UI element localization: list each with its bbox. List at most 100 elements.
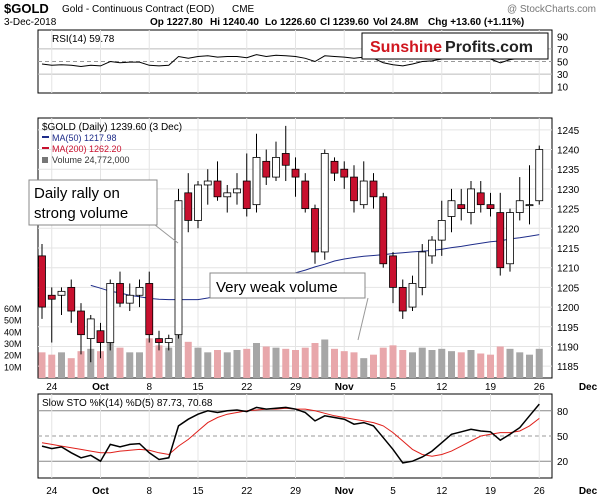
stoch-tick-label: 80 (557, 407, 569, 418)
quote-low: Lo 1226.60 (265, 17, 317, 28)
candle-body (213, 180, 222, 198)
price-tick-label: 1200 (557, 303, 580, 314)
logo-part-1: Sunshine (370, 39, 442, 56)
candle (398, 279, 407, 319)
candle-body (67, 286, 76, 312)
candle (525, 165, 534, 225)
candle-body (262, 160, 271, 178)
legend-ma200: MA(200) 1262.20 (52, 144, 122, 154)
volume-bar (175, 320, 182, 378)
candle (252, 133, 261, 213)
candle-body (535, 149, 544, 202)
candle (418, 244, 427, 296)
logo-text: Sunshine Profits.com (370, 39, 533, 56)
x-tick-label: 24 (46, 486, 58, 497)
volume-bar (38, 352, 46, 378)
candle-body (359, 180, 368, 206)
candle-body (184, 192, 193, 221)
rsi-label: RSI(14) 59.78 (52, 34, 115, 45)
x-tick-label: 22 (241, 486, 253, 497)
x-tick-label: Oct (92, 486, 109, 497)
candle (262, 149, 271, 185)
candle (437, 200, 446, 256)
candle (174, 188, 183, 339)
candle-body (408, 283, 417, 308)
candle (320, 149, 329, 260)
candle-body (418, 251, 427, 288)
x-tick-label: 15 (192, 382, 204, 393)
candle-body (330, 160, 339, 174)
candle-body (116, 283, 124, 304)
candle-body (77, 310, 85, 336)
candle-body (486, 204, 495, 210)
volume-bar (282, 348, 290, 378)
candle-body (320, 153, 329, 253)
candle (233, 173, 241, 205)
candle-body (135, 286, 144, 296)
symbol-title: $GOLD (4, 1, 49, 16)
x-tick-label: 12 (436, 382, 448, 393)
candle (155, 330, 163, 351)
candle-body (291, 168, 300, 178)
x-tick-label: 5 (390, 382, 396, 393)
x-tick-label: 26 (534, 486, 546, 497)
candle-body (86, 318, 95, 340)
volume-bar (214, 350, 221, 378)
legend-ma50: MA(50) 1217.98 (52, 133, 117, 143)
x-tick-label: Nov (335, 486, 354, 497)
candle-body (57, 290, 66, 296)
candle-body (476, 192, 485, 206)
candle-body (164, 338, 173, 343)
x-tick-label: Dec (579, 486, 598, 497)
candle-body (350, 176, 358, 202)
volume-bar (155, 345, 163, 378)
candle (47, 287, 56, 343)
candle (242, 153, 251, 217)
volume-bar (379, 347, 387, 378)
x-tick-label: 19 (485, 382, 497, 393)
candle-body (340, 168, 349, 178)
candle (223, 184, 232, 213)
quote-high: Hi 1240.40 (210, 17, 259, 28)
volume-bar (331, 348, 338, 378)
candle-body (125, 294, 134, 304)
volume-bar (340, 351, 348, 378)
candle-body (106, 283, 115, 343)
candle (408, 275, 417, 312)
volume-bar (204, 352, 212, 378)
x-tick-label: 29 (290, 382, 302, 393)
price-tick-label: 1240 (557, 146, 580, 157)
candle-body (515, 200, 524, 213)
x-tick-label: Dec (579, 382, 598, 393)
candle-body (301, 180, 310, 210)
volume-bar (457, 352, 465, 378)
candle (145, 271, 154, 343)
volume-bar (399, 350, 407, 378)
volume-bar (77, 351, 85, 378)
candle-body (233, 188, 241, 194)
rsi-tick-label: 50 (557, 58, 569, 69)
contract-name: Gold - Continuous Contract (EOD) (62, 4, 214, 15)
candle-body (398, 286, 407, 312)
price-tick-label: 1190 (557, 342, 579, 353)
candle-body (389, 255, 397, 288)
quote-open: Op 1227.80 (150, 17, 203, 28)
x-tick-label: 8 (146, 382, 152, 393)
rsi-tick-label: 70 (557, 45, 569, 56)
volume-bar (370, 354, 377, 378)
ma50-line (90, 234, 540, 301)
candle (515, 177, 524, 221)
x-tick-label: 5 (390, 486, 396, 497)
x-tick-label: 24 (46, 382, 58, 393)
volume-bar (48, 354, 56, 378)
volume-bar (350, 352, 358, 378)
candle-body (506, 212, 514, 265)
candle-body (369, 180, 378, 198)
volume-bar (194, 347, 202, 378)
volume-bar (145, 338, 153, 378)
candle (330, 157, 339, 182)
candle (467, 181, 475, 225)
price-legend: $GOLD (Daily) 1239.60 (3 Dec) MA(50) 121… (42, 122, 182, 165)
candle (106, 279, 115, 351)
